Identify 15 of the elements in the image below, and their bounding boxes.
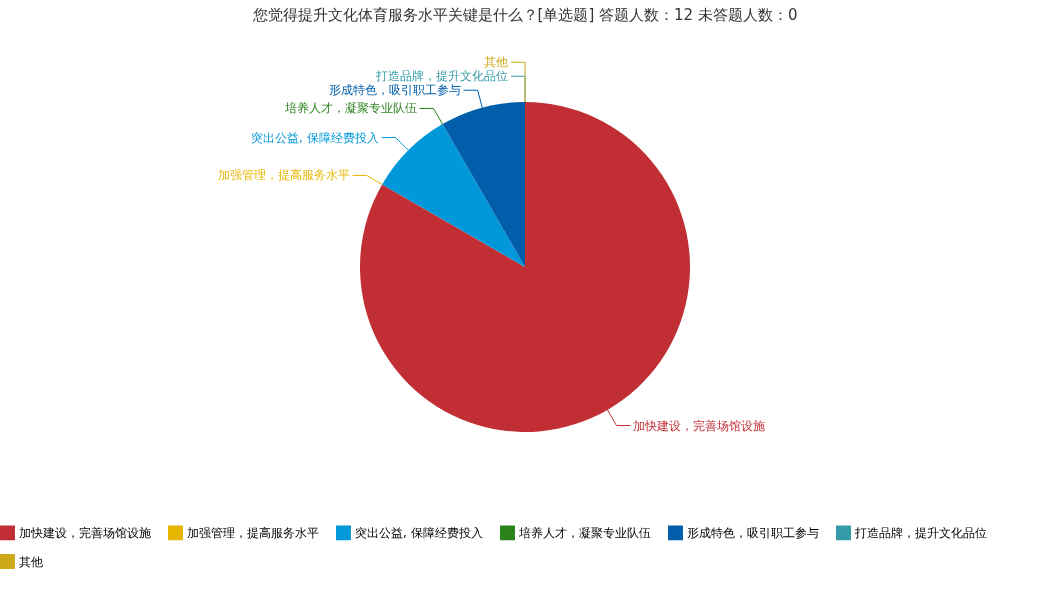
category-label: 打造品牌，提升文化品位 — [376, 69, 508, 84]
slice-label: 加快建设，完善场馆设施 — [633, 418, 766, 433]
legend-label: 培养人才，凝聚专业队伍 — [518, 525, 651, 540]
slice-label: 形成特色，吸引职工参与 — [328, 83, 461, 98]
legend-label: 其他 — [19, 554, 43, 569]
category-label: 加强管理，提高服务水平 — [217, 168, 350, 183]
chart-title: 您觉得提升文化体育服务水平关键是什么？[单选题] 答题人数：12 未答题人数：0 — [251, 6, 798, 24]
legend-label: 打造品牌，提升文化品位 — [854, 525, 987, 540]
legend-label: 加快建设，完善场馆设施 — [19, 525, 151, 540]
legend-label: 突出公益, 保障经费投入 — [355, 525, 483, 540]
legend-label: 形成特色，吸引职工参与 — [687, 525, 819, 540]
category-label: 培养人才，凝聚专业队伍 — [284, 101, 417, 116]
category-label: 其他 — [484, 55, 508, 70]
legend-label: 加强管理，提高服务水平 — [187, 525, 319, 540]
slice-label: 突出公益, 保障经费投入 — [251, 130, 379, 145]
